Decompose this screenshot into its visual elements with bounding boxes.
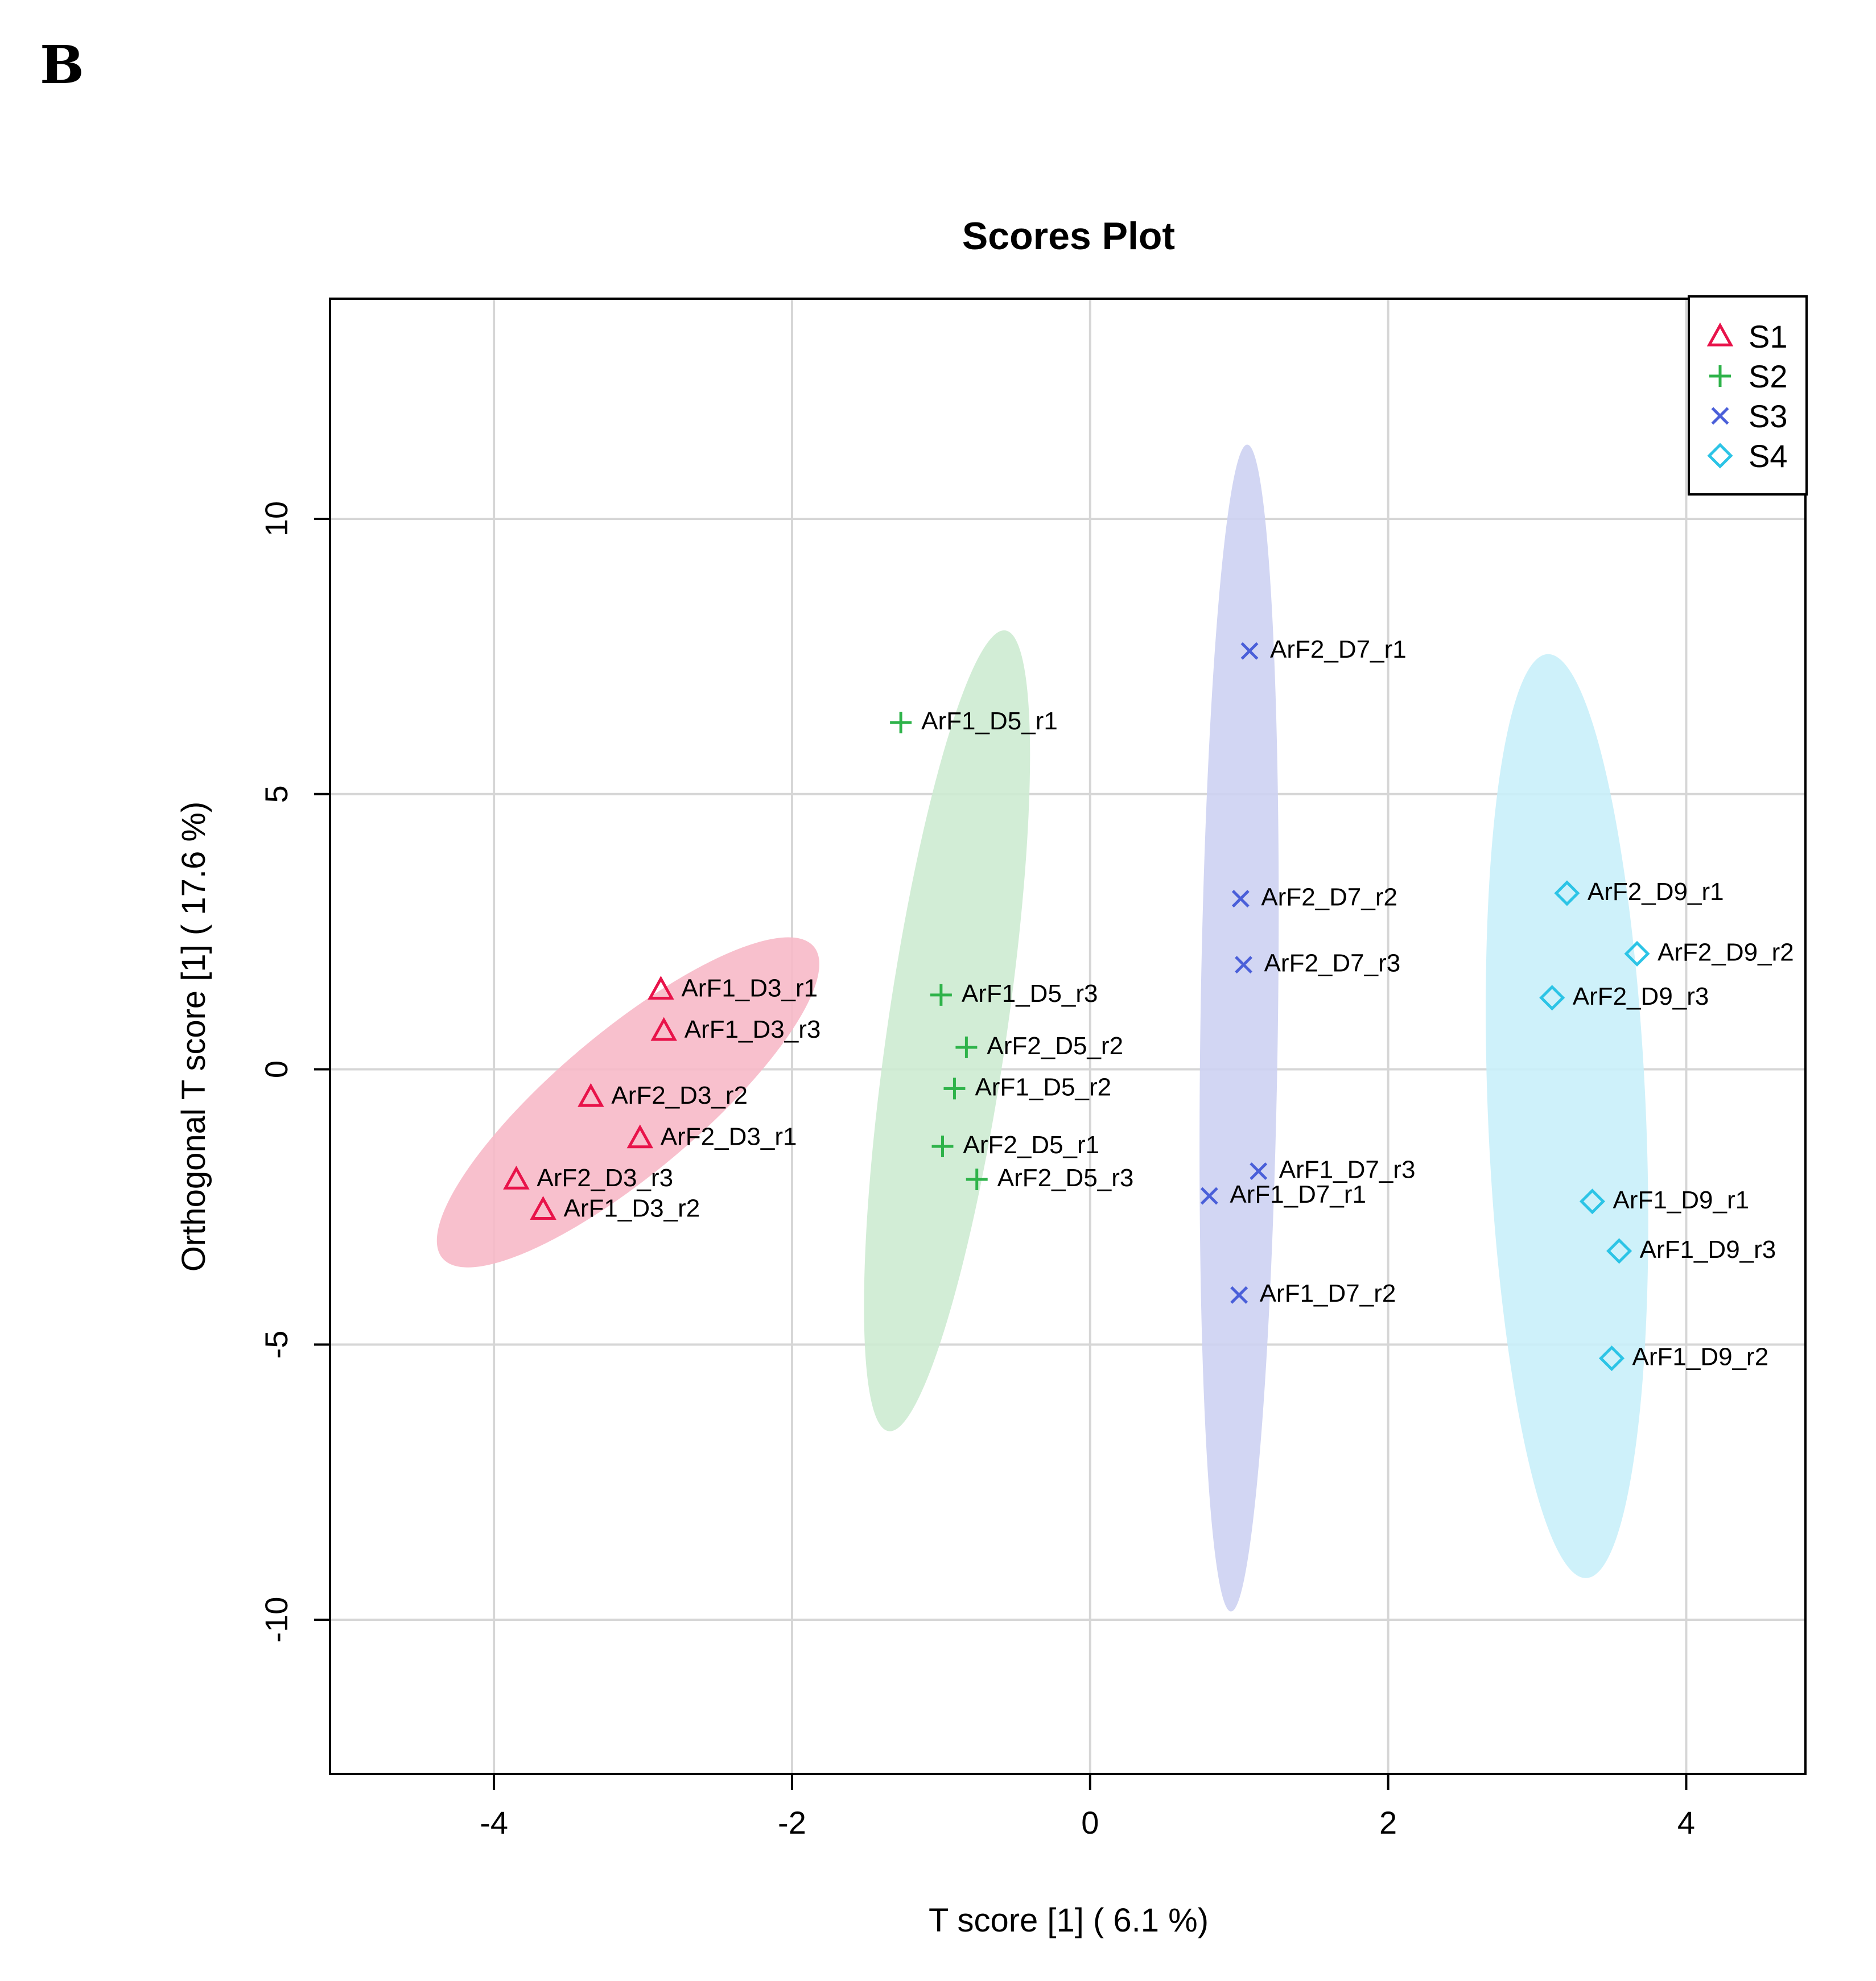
- point-label: ArF1_D5_r1: [921, 707, 1058, 735]
- plot-frame: [329, 298, 1807, 1775]
- legend-marker-s1: [1706, 322, 1734, 346]
- point-marker: [1250, 1162, 1268, 1180]
- point-marker: [955, 1036, 978, 1058]
- point-label: ArF1_D3_r2: [564, 1194, 700, 1222]
- confidence-ellipses: [436, 444, 1648, 1612]
- legend-marker-s3: [1711, 407, 1729, 425]
- point-marker: [648, 976, 674, 1000]
- ellipse-s2: [864, 630, 1030, 1431]
- point-label: ArF1_D5_r3: [962, 980, 1098, 1008]
- legend-label-s4: S4: [1749, 438, 1788, 474]
- series-s3: ArF2_D7_r1 ArF2_D7_r2 ArF2_D7_r3 ArF1_D7_r3…: [1200, 635, 1416, 1307]
- x-axis-label: T score [1] ( 6.1 %): [929, 1902, 1209, 1939]
- point-label: ArF1_D3_r3: [685, 1016, 821, 1043]
- point-marker: [1624, 940, 1650, 967]
- point-label: ArF1_D7_r3: [1279, 1156, 1416, 1184]
- point-marker: [1240, 642, 1259, 660]
- point-label: ArF2_D7_r3: [1264, 950, 1401, 977]
- point-marker: [1598, 1345, 1625, 1372]
- x-tick-label: 4: [1677, 1805, 1695, 1840]
- point-marker: [1554, 880, 1580, 906]
- point-marker: [578, 1083, 604, 1107]
- point-label: ArF1_D9_r3: [1640, 1236, 1776, 1264]
- point-label: ArF1_D7_r1: [1230, 1181, 1366, 1208]
- legend-label-s2: S2: [1749, 358, 1788, 394]
- point-label: ArF2_D7_r2: [1261, 884, 1397, 911]
- chart-title: Scores Plot: [962, 214, 1175, 258]
- point-label: ArF2_D9_r2: [1658, 938, 1794, 966]
- series-s1: ArF1_D3_r1 ArF1_D3_r3 ArF2_D3_r2 ArF2_D3_r1…: [503, 974, 821, 1222]
- point-label: ArF2_D9_r1: [1588, 878, 1724, 906]
- point-label: ArF2_D5_r3: [997, 1164, 1134, 1192]
- point-marker: [890, 712, 912, 733]
- point-label: ArF1_D5_r2: [975, 1073, 1111, 1101]
- ellipse-s1: [436, 937, 819, 1268]
- legend-marker-s4: [1707, 443, 1733, 469]
- point-marker: [650, 1017, 677, 1041]
- point-label: ArF2_D5_r2: [987, 1032, 1123, 1060]
- point-marker: [931, 1136, 954, 1158]
- x-tick-label: 0: [1081, 1805, 1099, 1840]
- point-marker: [1235, 956, 1253, 974]
- point-label: ArF1_D3_r1: [681, 974, 818, 1002]
- point-marker: [1200, 1187, 1218, 1205]
- point-marker: [943, 1078, 966, 1100]
- legend: S1 S2 S3 S4: [1688, 295, 1808, 496]
- point-marker: [930, 984, 952, 1006]
- point-marker: [1231, 890, 1250, 908]
- point-label: ArF2_D3_r3: [537, 1164, 673, 1192]
- point-label: ArF2_D9_r3: [1573, 983, 1709, 1010]
- y-tick-label: 5: [258, 785, 294, 803]
- legend-box: [1688, 295, 1808, 496]
- series-s4: ArF2_D9_r1 ArF2_D9_r2 ArF2_D9_r3 ArF1_D9_r1…: [1539, 878, 1794, 1372]
- point-marker: [530, 1196, 556, 1220]
- point-label: ArF2_D3_r2: [611, 1082, 748, 1109]
- x-tick-label: 2: [1379, 1805, 1397, 1840]
- legend-marker-s2: [1709, 365, 1731, 387]
- point-label: ArF2_D7_r1: [1270, 635, 1407, 663]
- panel-letter: B: [40, 34, 84, 96]
- ellipse-s3: [1199, 444, 1279, 1612]
- y-tick-label: 10: [258, 501, 294, 536]
- point-label: ArF1_D9_r1: [1613, 1186, 1749, 1214]
- data-points: ArF1_D3_r1 ArF1_D3_r3 ArF2_D3_r2 ArF2_D3_r1…: [503, 635, 1794, 1372]
- point-marker: [1230, 1286, 1248, 1304]
- point-marker: [1579, 1188, 1605, 1215]
- ellipse-s4: [1486, 654, 1648, 1578]
- point-label: ArF2_D5_r1: [963, 1131, 1099, 1159]
- x-tick-label: -4: [480, 1805, 508, 1840]
- point-label: ArF1_D7_r2: [1260, 1280, 1396, 1307]
- legend-label-s1: S1: [1749, 319, 1788, 354]
- point-marker: [966, 1169, 988, 1191]
- point-label: ArF1_D9_r2: [1632, 1343, 1769, 1371]
- series-s2: ArF1_D5_r1 ArF1_D5_r3 ArF2_D5_r2 ArF1_D5_r2…: [890, 707, 1133, 1192]
- y-tick-label: -5: [258, 1330, 294, 1359]
- x-tick-label: -2: [778, 1805, 806, 1840]
- y-tick-label: -10: [258, 1597, 294, 1643]
- point-marker: [503, 1165, 530, 1190]
- point-marker: [1606, 1238, 1632, 1264]
- y-axis-label: Orthogonal T score [1] ( 17.6 %): [175, 802, 212, 1272]
- y-tick-label: 0: [258, 1060, 294, 1078]
- point-marker: [1539, 985, 1565, 1011]
- legend-label-s3: S3: [1749, 398, 1788, 434]
- point-label: ArF2_D3_r1: [661, 1122, 797, 1150]
- axes: -4 -2 0 2 4 -10 -5 0 5 10: [258, 501, 1695, 1840]
- point-marker: [626, 1124, 654, 1149]
